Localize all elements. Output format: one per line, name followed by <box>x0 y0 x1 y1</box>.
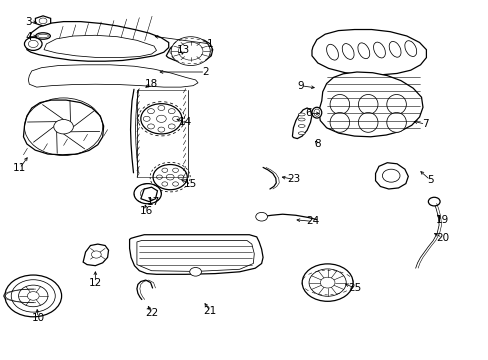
Polygon shape <box>83 244 108 266</box>
Polygon shape <box>311 30 426 75</box>
Circle shape <box>302 264 352 301</box>
Ellipse shape <box>342 44 353 59</box>
Polygon shape <box>44 35 156 58</box>
Circle shape <box>153 165 187 190</box>
Text: 17: 17 <box>146 197 160 207</box>
Ellipse shape <box>298 113 305 116</box>
Circle shape <box>140 188 155 199</box>
Circle shape <box>39 18 47 24</box>
Text: 7: 7 <box>421 119 428 129</box>
Ellipse shape <box>298 125 305 127</box>
Text: 11: 11 <box>13 163 26 174</box>
Text: 1: 1 <box>206 39 213 49</box>
Ellipse shape <box>298 118 305 121</box>
Circle shape <box>382 169 399 182</box>
Circle shape <box>162 182 167 186</box>
Text: 10: 10 <box>32 312 44 323</box>
Circle shape <box>255 212 267 221</box>
Text: 5: 5 <box>426 175 433 185</box>
Text: 24: 24 <box>305 216 319 226</box>
Circle shape <box>158 127 164 132</box>
Ellipse shape <box>326 44 338 60</box>
Polygon shape <box>23 100 103 155</box>
Polygon shape <box>129 235 263 274</box>
Circle shape <box>162 168 167 172</box>
Circle shape <box>189 267 201 276</box>
Text: 16: 16 <box>140 206 153 216</box>
Ellipse shape <box>358 112 377 132</box>
Text: 8: 8 <box>314 139 321 149</box>
Polygon shape <box>292 108 311 139</box>
Circle shape <box>308 269 346 296</box>
Ellipse shape <box>313 109 319 116</box>
Circle shape <box>54 120 73 134</box>
Circle shape <box>147 109 154 114</box>
Ellipse shape <box>329 112 349 132</box>
Circle shape <box>143 116 150 121</box>
Ellipse shape <box>386 112 406 132</box>
Text: 21: 21 <box>203 306 217 316</box>
Circle shape <box>168 109 175 114</box>
Circle shape <box>178 42 203 60</box>
Polygon shape <box>166 39 212 63</box>
Polygon shape <box>28 65 198 87</box>
Circle shape <box>5 275 61 317</box>
Circle shape <box>172 168 178 172</box>
Text: 2: 2 <box>202 67 208 77</box>
Circle shape <box>19 285 48 307</box>
Text: 23: 23 <box>286 174 300 184</box>
Text: 19: 19 <box>435 215 448 225</box>
Circle shape <box>156 115 166 122</box>
Circle shape <box>172 116 179 121</box>
Ellipse shape <box>298 132 305 135</box>
Ellipse shape <box>388 41 400 57</box>
Polygon shape <box>141 187 157 202</box>
Polygon shape <box>27 22 168 61</box>
Text: 18: 18 <box>144 78 158 89</box>
Circle shape <box>156 175 162 179</box>
Circle shape <box>27 292 39 300</box>
Circle shape <box>147 124 154 129</box>
Circle shape <box>171 37 210 66</box>
Text: 25: 25 <box>347 283 361 293</box>
Circle shape <box>178 175 183 179</box>
Text: 20: 20 <box>435 233 448 243</box>
Circle shape <box>11 280 55 312</box>
Ellipse shape <box>386 94 406 114</box>
Text: 9: 9 <box>297 81 304 91</box>
Polygon shape <box>375 163 407 189</box>
Circle shape <box>172 182 178 186</box>
Circle shape <box>158 105 164 111</box>
Text: 13: 13 <box>176 45 190 55</box>
Ellipse shape <box>36 33 50 39</box>
Circle shape <box>24 37 42 50</box>
Polygon shape <box>137 240 254 271</box>
Text: 22: 22 <box>144 308 158 318</box>
Ellipse shape <box>357 43 369 59</box>
Circle shape <box>134 184 161 204</box>
Circle shape <box>320 277 334 288</box>
Text: 6: 6 <box>304 108 311 118</box>
Ellipse shape <box>38 34 48 38</box>
Circle shape <box>427 197 439 206</box>
Circle shape <box>168 124 175 129</box>
Ellipse shape <box>358 94 377 114</box>
Ellipse shape <box>329 94 349 114</box>
Circle shape <box>141 104 182 134</box>
Polygon shape <box>35 16 51 26</box>
Ellipse shape <box>404 41 416 57</box>
Circle shape <box>166 174 174 180</box>
Text: 14: 14 <box>179 117 192 127</box>
Text: 15: 15 <box>183 179 197 189</box>
Text: 12: 12 <box>88 278 102 288</box>
Circle shape <box>28 40 38 48</box>
Circle shape <box>91 251 101 258</box>
Ellipse shape <box>311 107 321 118</box>
Text: 3: 3 <box>25 17 32 27</box>
Text: 4: 4 <box>25 32 32 42</box>
Ellipse shape <box>373 42 385 58</box>
Polygon shape <box>318 72 422 137</box>
